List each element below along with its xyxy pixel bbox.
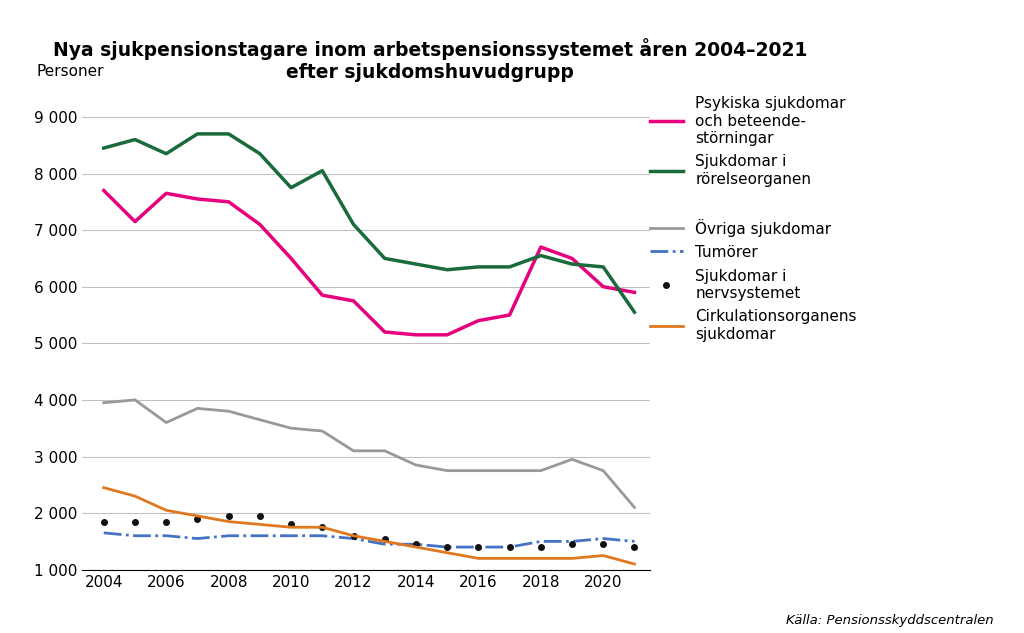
Text: Nya sjukpensionstagare inom arbetspensionssystemet åren 2004–2021
efter sjukdoms: Nya sjukpensionstagare inom arbetspensio… bbox=[53, 38, 807, 82]
Text: Källa: Pensionsskyddscentralen: Källa: Pensionsskyddscentralen bbox=[785, 613, 993, 627]
Legend: Psykiska sjukdomar
och beteende-
störningar, Sjukdomar i
rörelseorganen,  , Övri: Psykiska sjukdomar och beteende- störnin… bbox=[649, 96, 857, 342]
Text: Personer: Personer bbox=[37, 64, 104, 79]
